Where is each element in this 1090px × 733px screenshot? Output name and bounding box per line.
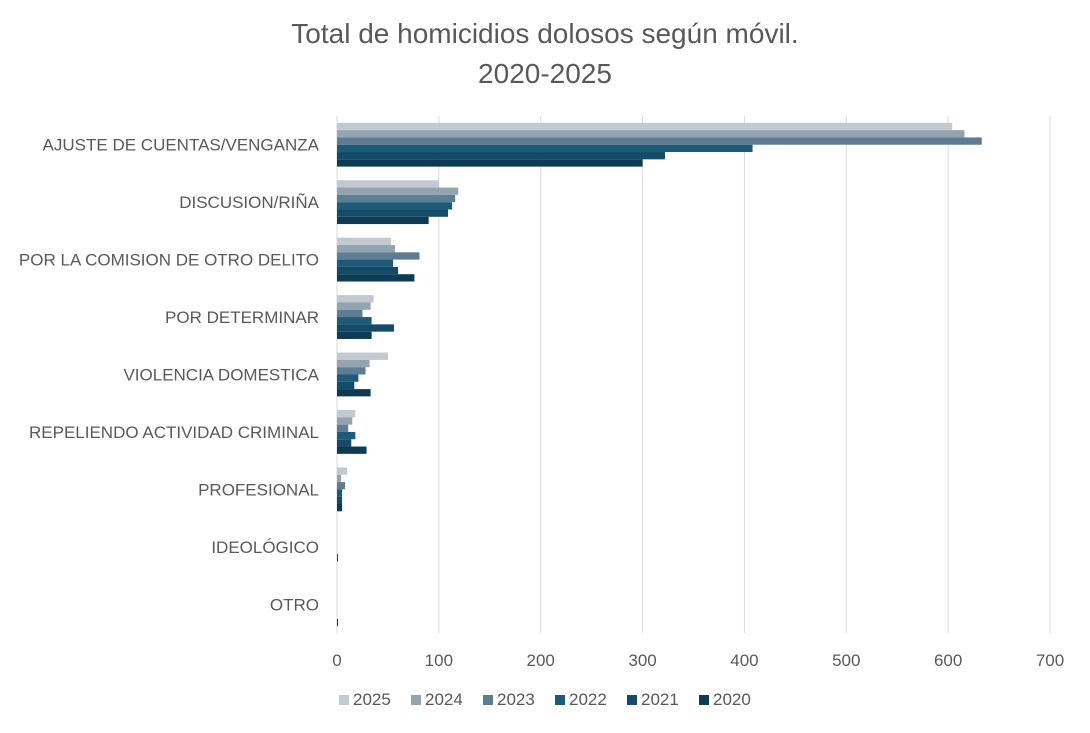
bar-2022: [337, 144, 753, 153]
category-label: PROFESIONAL: [198, 480, 319, 499]
category-label: POR LA COMISION DE OTRO DELITO: [19, 251, 319, 270]
category-label: IDEOLÓGICO: [211, 538, 319, 557]
bar-2024: [337, 130, 965, 138]
legend-label: 2021: [641, 690, 679, 709]
bar-2025: [337, 295, 374, 303]
bar-2021: [337, 439, 352, 447]
legend-label: 2025: [353, 690, 391, 709]
bar-2020: [337, 159, 643, 167]
x-tick-label: 600: [934, 651, 962, 670]
bar-2024: [337, 359, 370, 368]
bar-2023: [337, 194, 456, 203]
bar-2025: [337, 410, 356, 418]
bar-2025: [337, 180, 439, 188]
legend-label: 2022: [569, 690, 607, 709]
bar-2022: [337, 489, 343, 497]
bar-2024: [337, 245, 396, 253]
legend-label: 2024: [425, 690, 463, 709]
legend-swatch: [411, 695, 421, 705]
category-label: AJUSTE DE CUENTAS/VENGANZA: [43, 136, 320, 155]
legend-swatch: [627, 695, 637, 705]
bar-2024: [337, 417, 353, 425]
bar-2020: [337, 274, 415, 282]
bar-2021: [337, 324, 395, 332]
bar-2022: [337, 431, 356, 440]
bar-2023: [337, 482, 346, 490]
bar-2022: [337, 317, 372, 325]
category-label: OTRO: [270, 595, 319, 614]
x-tick-label: 400: [730, 651, 758, 670]
bar-2025: [337, 237, 391, 246]
bar-2023: [337, 309, 363, 318]
bar-2022: [337, 202, 453, 210]
bar-2020: [337, 618, 339, 627]
x-tick-label: 100: [425, 651, 453, 670]
category-label: REPELIENDO ACTIVIDAD CRIMINAL: [29, 423, 319, 442]
legend-label: 2020: [713, 690, 751, 709]
bar-2021: [337, 209, 449, 217]
bar-2021: [337, 554, 339, 562]
bar-2020: [337, 216, 429, 225]
bar-2021: [337, 496, 343, 504]
x-tick-label: 300: [628, 651, 656, 670]
category-label: VIOLENCIA DOMESTICA: [123, 366, 319, 385]
legend-swatch: [555, 695, 565, 705]
legend-label: 2023: [497, 690, 535, 709]
bar-2023: [337, 252, 420, 260]
bar-2025: [337, 467, 348, 475]
category-label: POR DETERMINAR: [165, 308, 319, 327]
bar-2024: [337, 474, 342, 483]
bar-2020: [337, 446, 367, 454]
x-tick-label: 700: [1036, 651, 1064, 670]
bar-2022: [337, 374, 359, 382]
bar-2023: [337, 424, 349, 432]
bar-2025: [337, 122, 953, 131]
chart-subtitle: 2020-2025: [478, 58, 612, 89]
category-label: DISCUSION/RIÑA: [179, 193, 319, 212]
x-tick-label: 500: [832, 651, 860, 670]
chart-title: Total de homicidios dolosos según móvil.: [291, 18, 799, 49]
legend-swatch: [483, 695, 493, 705]
bar-2021: [337, 266, 399, 275]
bar-2024: [337, 187, 459, 195]
x-tick-label: 0: [332, 651, 341, 670]
bar-2020: [337, 389, 371, 397]
bar-2022: [337, 259, 394, 267]
bar-2020: [337, 331, 372, 339]
legend-swatch: [699, 695, 709, 705]
bar-2023: [337, 367, 366, 375]
bar-2021: [337, 152, 665, 160]
bar-2020: [337, 503, 343, 512]
bar-2025: [337, 352, 388, 360]
legend-swatch: [339, 695, 349, 705]
bar-2024: [337, 302, 371, 310]
bar-2021: [337, 381, 355, 390]
bar-2023: [337, 137, 982, 145]
x-tick-label: 200: [527, 651, 555, 670]
